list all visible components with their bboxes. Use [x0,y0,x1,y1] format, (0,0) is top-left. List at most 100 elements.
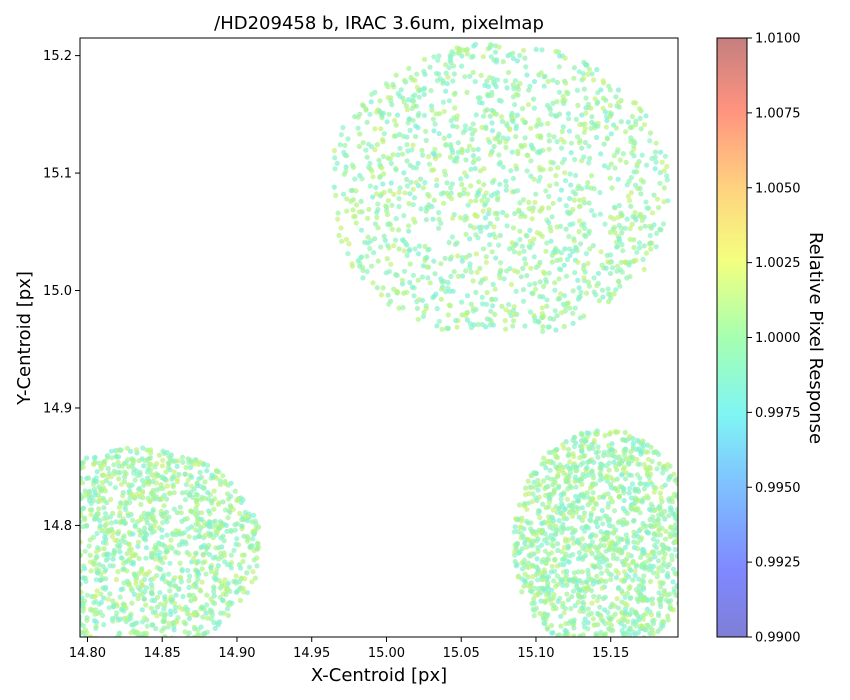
scatter-point [394,272,400,278]
scatter-point [590,445,596,451]
scatter-point [655,205,662,211]
scatter-point [503,183,509,189]
scatter-point [492,286,498,292]
scatter-point [97,487,104,493]
scatter-point [174,619,180,625]
scatter-point [410,272,416,278]
scatter-point [688,529,693,534]
scatter-point [574,248,580,254]
scatter-point [585,642,590,647]
scatter-point [67,534,72,539]
scatter-point [149,490,155,496]
scatter-point [535,545,541,551]
scatter-point [601,80,607,86]
scatter-point [592,578,598,584]
scatter-point [454,240,460,246]
scatter-point [615,570,622,576]
scatter-point [414,305,421,311]
scatter-point [73,472,78,477]
scatter-point [628,203,634,209]
scatter-point [213,570,219,576]
scatter-point [577,218,583,224]
scatter-point [441,135,447,141]
scatter-point [64,503,69,508]
scatter-point [358,227,365,233]
scatter-point [558,187,565,193]
scatter-point [389,226,395,232]
scatter-point [603,474,609,480]
scatter-point [185,567,191,574]
scatter-point [80,573,81,576]
scatter-point [537,279,543,285]
scatter-point [235,587,242,593]
scatter-point [625,119,631,125]
scatter-point [366,206,372,212]
scatter-point [424,254,430,261]
scatter-point [535,487,541,493]
scatter-point [406,65,412,71]
scatter-point [464,310,470,316]
scatter-point [598,632,604,637]
scatter-point [63,539,68,544]
scatter-point [509,240,515,246]
scatter-point [353,220,359,226]
scatter-point [630,577,636,583]
scatter-point [424,264,430,270]
scatter-point [68,487,73,492]
scatter-point [483,301,490,307]
scatter-point [186,630,192,636]
scatter-point [477,265,483,271]
scatter-point [433,70,440,77]
scatter-point [204,602,210,608]
scatter-point [562,178,569,184]
scatter-point [426,202,432,208]
scatter-point [557,576,563,582]
scatter-point [381,233,387,239]
scatter-point [192,595,198,602]
scatter-point [470,69,476,75]
scatter-point [529,499,535,505]
scatter-point [462,127,468,133]
scatter-point [573,116,580,122]
scatter-point [410,77,416,83]
scatter-point [611,291,617,297]
scatter-point [85,491,92,497]
scatter-point [228,504,234,510]
scatter-point [489,249,495,255]
scatter-point [112,637,117,642]
scatter-point [682,501,687,506]
scatter-point [247,544,253,551]
scatter-point [660,618,666,625]
scatter-point [107,563,113,569]
scatter-point [605,286,611,292]
scatter-point [680,516,685,521]
scatter-point [179,454,186,460]
scatter-point [581,154,587,160]
scatter-point [657,226,663,232]
scatter-point [589,468,595,474]
scatter-point [512,210,518,217]
scatter-point [88,568,94,574]
scatter-point [622,476,629,482]
scatter-point [644,162,650,168]
scatter-point [546,205,552,211]
scatter-point [217,524,223,530]
scatter-point [568,150,574,156]
scatter-point [468,166,474,172]
scatter-point [527,238,533,244]
scatter-point [385,95,391,101]
scatter-point [401,290,407,296]
scatter-point [178,510,184,516]
scatter-point [383,270,389,276]
scatter-point [489,120,495,126]
scatter-point [82,566,88,572]
scatter-point [656,613,662,619]
scatter-point [669,557,675,563]
scatter-point [459,63,465,69]
scatter-point [366,141,372,147]
scatter-point [604,136,611,142]
scatter-point [397,93,403,99]
scatter-point [554,79,561,86]
scatter-point [558,291,564,297]
scatter-point [112,485,118,491]
